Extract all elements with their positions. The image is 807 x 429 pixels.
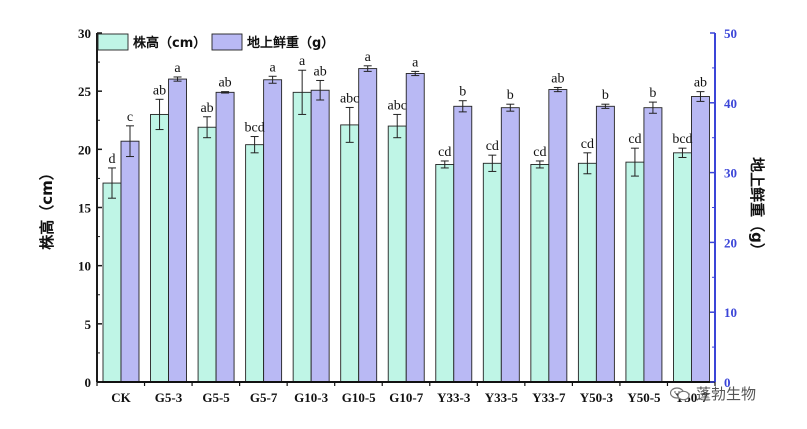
significance-label: cd	[486, 139, 499, 154]
y-tick-label-left: 25	[78, 84, 92, 99]
x-tick-label: Y33-3	[437, 390, 471, 405]
x-tick-label: G10-7	[389, 390, 423, 405]
y-tick-label-right: 0	[724, 375, 731, 390]
x-tick-label: G5-7	[250, 390, 278, 405]
significance-label: b	[602, 88, 609, 103]
bar-weight-CK	[120, 140, 140, 383]
significance-label: ab	[153, 83, 166, 98]
bar-height-G10-3	[292, 91, 312, 383]
x-tick-label: CK	[111, 390, 131, 405]
significance-label: cd	[438, 145, 451, 160]
y-tick-label-right: 40	[724, 96, 737, 111]
y-tick-label-right: 20	[724, 235, 737, 250]
y-tick-label-left: 20	[78, 142, 91, 157]
legend: 株高（cm） 地上鲜重（g）	[97, 33, 334, 51]
legend-label: 地上鲜重（g）	[247, 35, 334, 51]
bar-height-G5-3	[150, 113, 169, 383]
bar-weight-G5-3	[168, 78, 187, 383]
significance-label: d	[109, 152, 116, 167]
bar-height-CK	[102, 182, 122, 383]
significance-label: cd	[628, 132, 641, 147]
y-tick-label-left: 10	[78, 259, 91, 274]
y-axis-title-right: 地上鲜重（g）	[748, 157, 766, 258]
labels: dcCKabaG5-3ababG5-5bcdaG5-7aabG10-3abcaG…	[38, 26, 766, 405]
significance-label: c	[127, 110, 133, 125]
significance-label: a	[365, 50, 372, 65]
y-tick-label-right: 50	[724, 26, 737, 41]
bar-weight-G10-3	[310, 89, 330, 383]
x-tick-label: G5-5	[202, 390, 230, 405]
wechat-logo-icon	[670, 386, 690, 400]
significance-label: ab	[551, 71, 564, 86]
y-axis-title-left: 株高（cm）	[38, 165, 56, 250]
bar-height-G10-7	[387, 125, 407, 383]
bar-weight-Y33-5	[500, 107, 520, 383]
bar-height-Y33-7	[530, 164, 550, 383]
y-tick-label-right: 10	[724, 305, 737, 320]
bar-weight-G10-7	[405, 73, 425, 383]
significance-label: a	[174, 61, 181, 76]
significance-label: ab	[218, 76, 231, 91]
axes	[96, 32, 716, 386]
y-tick-label-left: 30	[78, 26, 91, 41]
x-tick-label: G5-3	[155, 390, 183, 405]
bar-weight-G5-5	[215, 91, 235, 383]
bar-height-G5-7	[245, 144, 265, 383]
watermark-text: 蓬勃生物	[696, 385, 757, 403]
significance-label: a	[299, 54, 306, 69]
bar-weight-Y50-5	[643, 107, 663, 383]
bar-height-G5-5	[197, 126, 217, 383]
x-tick-label: Y50-5	[627, 390, 661, 405]
bar-weight-Y50-3	[595, 105, 615, 383]
bar-weight-Y33-3	[453, 105, 473, 383]
significance-label: a	[412, 55, 419, 70]
bar-weight-Y50-7	[691, 96, 710, 383]
significance-label: cd	[581, 137, 594, 152]
significance-label: abc	[340, 91, 359, 106]
legend-swatch	[211, 33, 243, 51]
significance-label: cd	[533, 145, 546, 160]
y-tick-label-left: 0	[85, 375, 92, 390]
bar-height-Y50-5	[625, 161, 645, 383]
y-tick-label-left: 15	[78, 201, 92, 216]
bar-weight-Y33-7	[548, 89, 568, 383]
significance-label: bcd	[672, 132, 692, 147]
significance-label: abc	[388, 98, 407, 113]
significance-label: ab	[200, 101, 213, 116]
bars	[102, 65, 710, 383]
bar-height-Y33-3	[435, 164, 455, 383]
y-tick-label-right: 30	[724, 166, 737, 181]
bar-height-Y50-3	[577, 162, 597, 383]
watermark: 蓬勃生物	[670, 383, 756, 404]
x-tick-label: G10-3	[294, 390, 328, 405]
bar-weight-G10-5	[358, 68, 378, 383]
x-tick-label: Y33-5	[485, 390, 519, 405]
y-tick-label-left: 5	[85, 317, 92, 332]
x-tick-label: G10-5	[342, 390, 376, 405]
significance-label: ab	[694, 76, 707, 91]
bar-height-G10-5	[340, 124, 360, 383]
x-tick-label: Y50-3	[580, 390, 614, 405]
significance-label: b	[649, 86, 656, 101]
legend-swatch	[97, 33, 129, 51]
significance-label: b	[459, 85, 466, 100]
x-tick-label: Y33-7	[532, 390, 566, 405]
bar-height-Y50-7	[673, 152, 692, 383]
significance-label: a	[270, 60, 277, 75]
legend-label: 株高（cm）	[133, 35, 206, 51]
significance-label: b	[507, 88, 514, 103]
bar-height-Y33-5	[482, 162, 502, 383]
significance-label: bcd	[245, 121, 265, 136]
significance-label: ab	[314, 64, 327, 79]
bar-weight-G5-7	[263, 79, 283, 383]
